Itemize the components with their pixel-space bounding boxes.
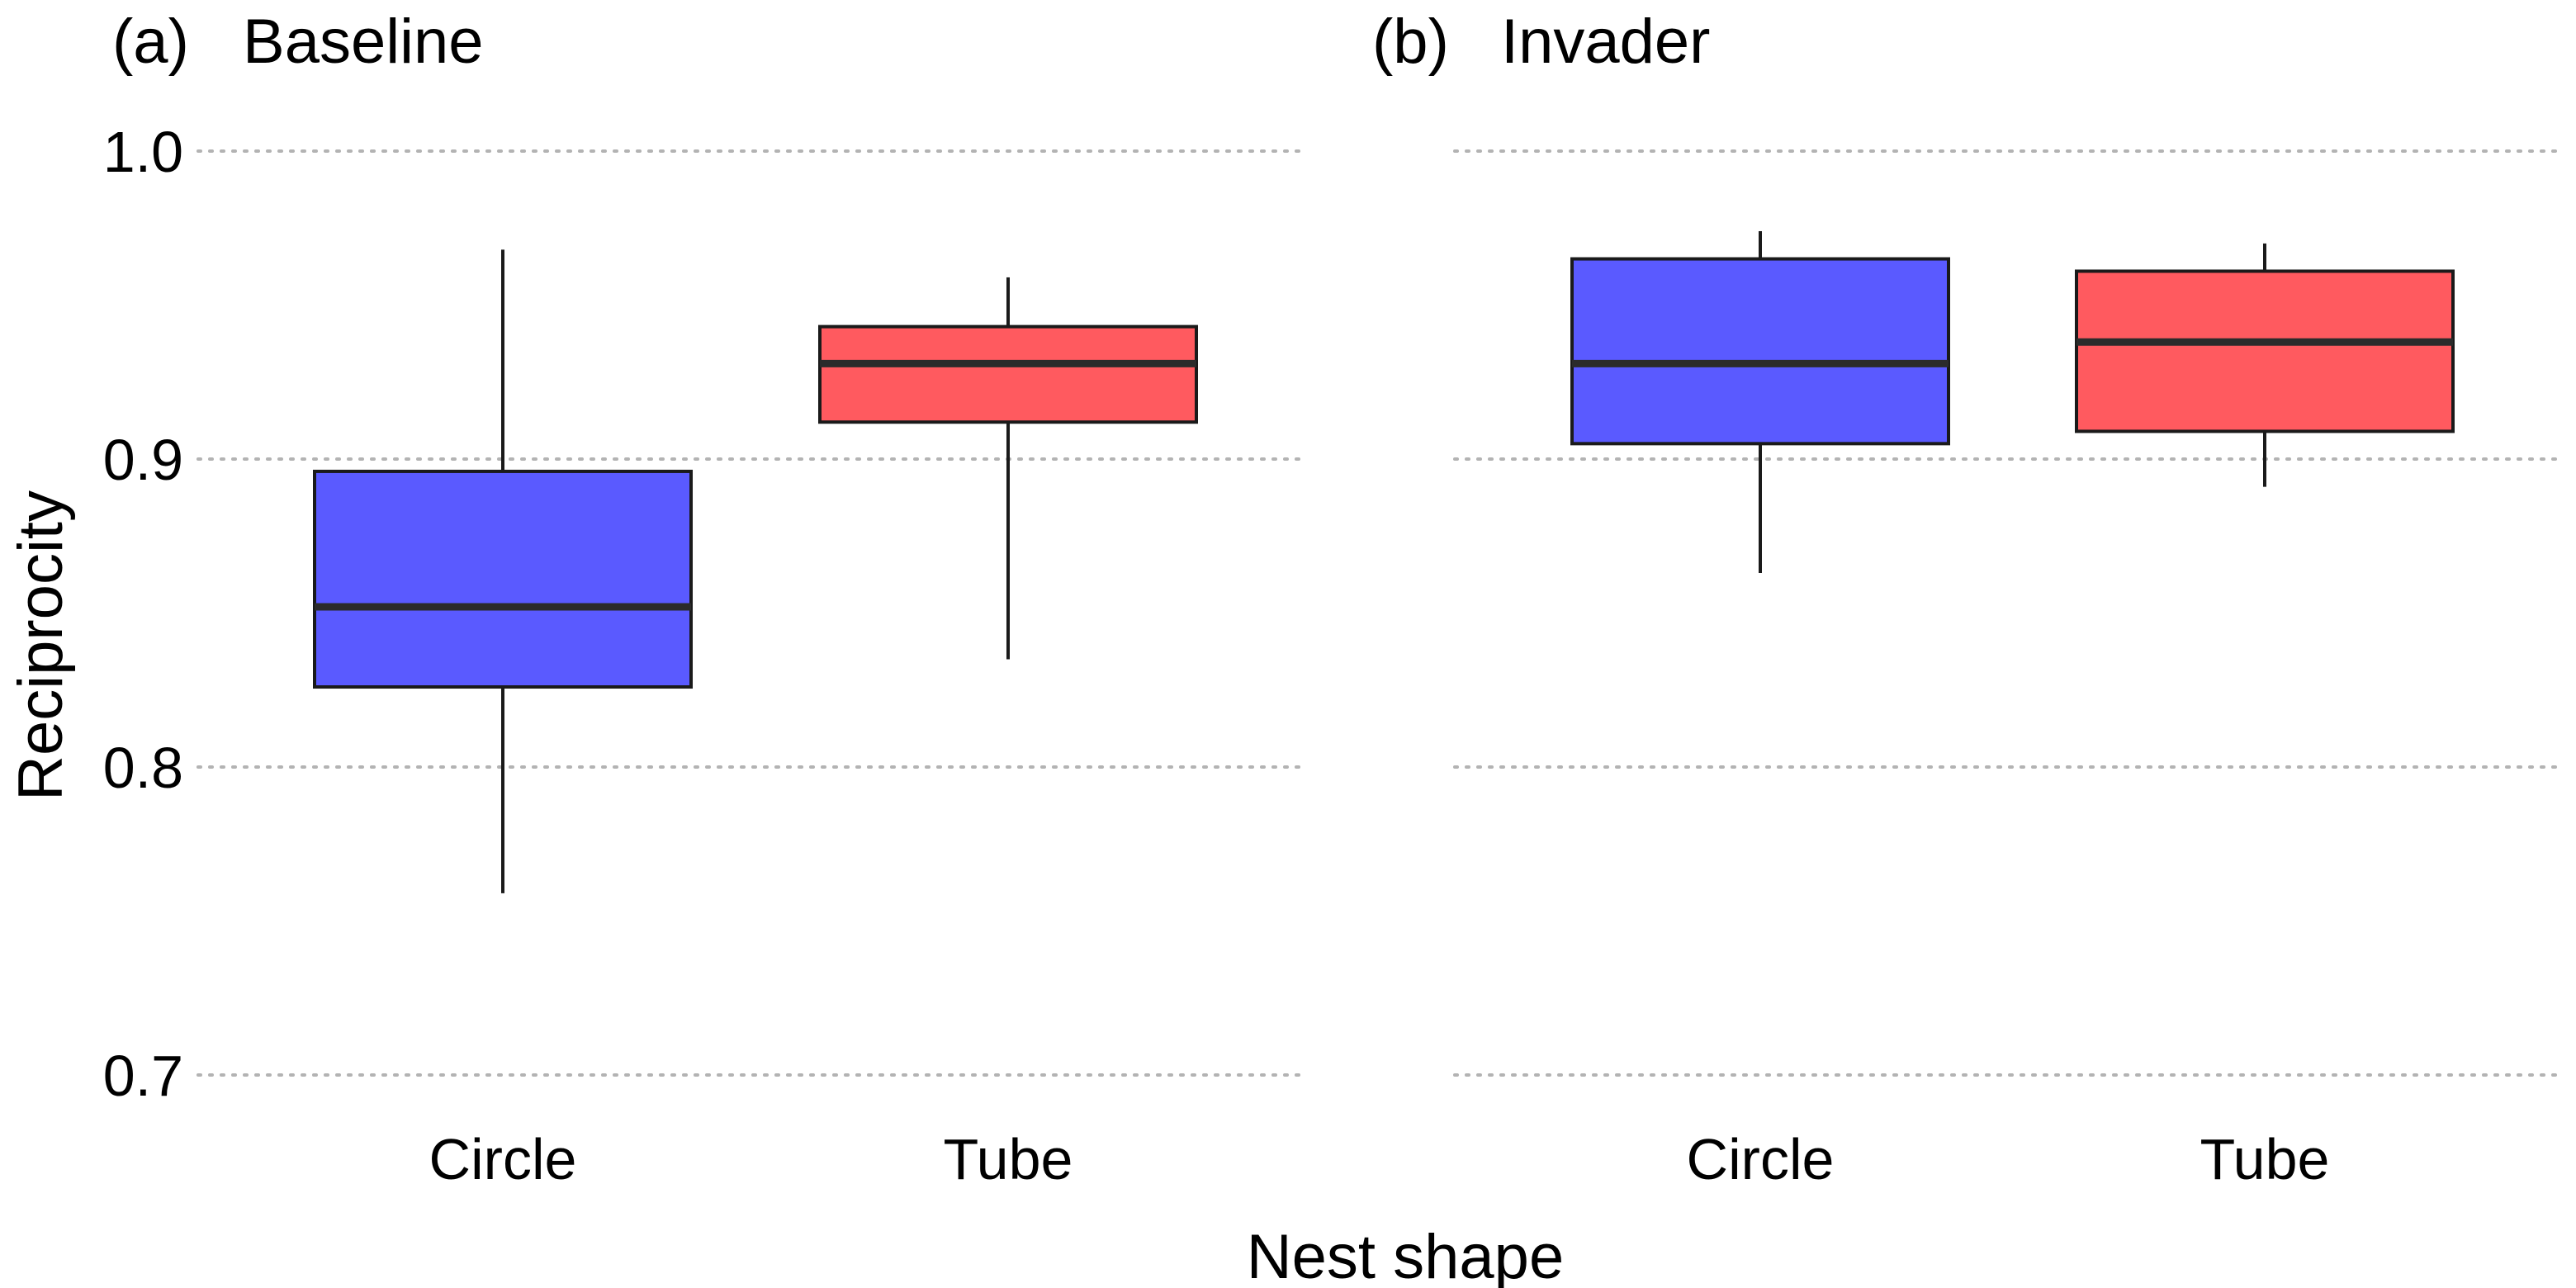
- x-tick-label: Circle: [429, 1127, 577, 1191]
- panel-invader: (b) Invader Circle Tube: [1372, 7, 2561, 1191]
- box-circle: [313, 249, 693, 893]
- panel-title: Baseline: [243, 7, 484, 77]
- y-tick-label: 0.8: [103, 736, 183, 800]
- x-axis-label: Nest shape: [1247, 1222, 1564, 1288]
- box-tube: [818, 277, 1198, 660]
- y-tick-label: 0.7: [103, 1044, 183, 1108]
- box-iqr: [2075, 269, 2455, 433]
- box-tube: [2075, 243, 2455, 487]
- box-iqr: [313, 469, 693, 689]
- x-tick-label: Tube: [944, 1127, 1073, 1191]
- panel-baseline: 0.7 0.8 0.9 1.0 (a) Baseline Circle Tube: [103, 7, 1305, 1191]
- panels: 0.7 0.8 0.9 1.0 (a) Baseline Circle Tube (b) Inva…: [103, 7, 2561, 1191]
- x-tick-label: Circle: [1687, 1127, 1835, 1191]
- y-tick-label: 1.0: [103, 120, 183, 184]
- box-iqr: [1570, 257, 1950, 446]
- box-circle: [1570, 230, 1950, 574]
- x-tick-label: Tube: [2200, 1127, 2330, 1191]
- box-iqr: [818, 324, 1198, 424]
- panel-title: Invader: [1501, 7, 1711, 77]
- y-axis-label: Reciprocity: [6, 490, 76, 801]
- y-tick-label: 0.9: [103, 428, 183, 492]
- panel-label: (a): [112, 7, 189, 77]
- panel-label: (b): [1372, 7, 1449, 77]
